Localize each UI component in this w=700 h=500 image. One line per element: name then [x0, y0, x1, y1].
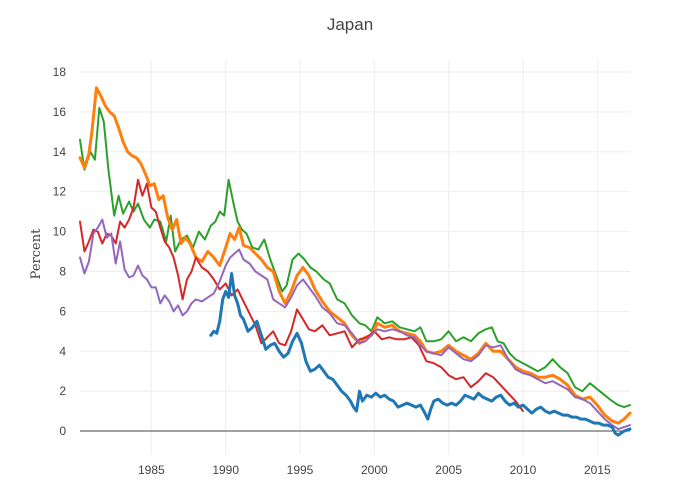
- x-tick-label: 1995: [287, 463, 314, 477]
- y-tick-label: 18: [53, 65, 67, 79]
- series-line-5: [209, 272, 632, 437]
- x-tick-label: 2005: [435, 463, 462, 477]
- series-line-3: [79, 178, 524, 413]
- series-group: [78, 86, 632, 437]
- series-line-2: [78, 86, 632, 425]
- y-tick-label: 2: [59, 384, 66, 398]
- y-tick-label: 8: [59, 264, 66, 278]
- x-tick-label: 1990: [212, 463, 239, 477]
- chart-title: Japan: [327, 15, 373, 34]
- y-tick-label: 16: [53, 105, 67, 119]
- x-tick-label: 1985: [138, 463, 165, 477]
- y-tick-label: 0: [59, 424, 66, 438]
- series-line-4: [79, 218, 631, 431]
- y-tick-label: 10: [53, 225, 67, 239]
- axes: 1985 1990 1995 2000 2005 2010 2015 0 2 4 6 8 10 12 14 1…: [53, 65, 611, 477]
- y-axis-label: Percent: [29, 228, 44, 279]
- gridlines: [80, 60, 630, 455]
- x-tick-label: 2000: [361, 463, 388, 477]
- x-tick-label: 2015: [584, 463, 611, 477]
- y-tick-label: 14: [53, 145, 67, 159]
- x-tick-label: 2010: [510, 463, 537, 477]
- series-line-1: [79, 106, 631, 409]
- y-tick-label: 4: [59, 344, 66, 358]
- y-tick-label: 6: [59, 304, 66, 318]
- y-tick-label: 12: [53, 185, 67, 199]
